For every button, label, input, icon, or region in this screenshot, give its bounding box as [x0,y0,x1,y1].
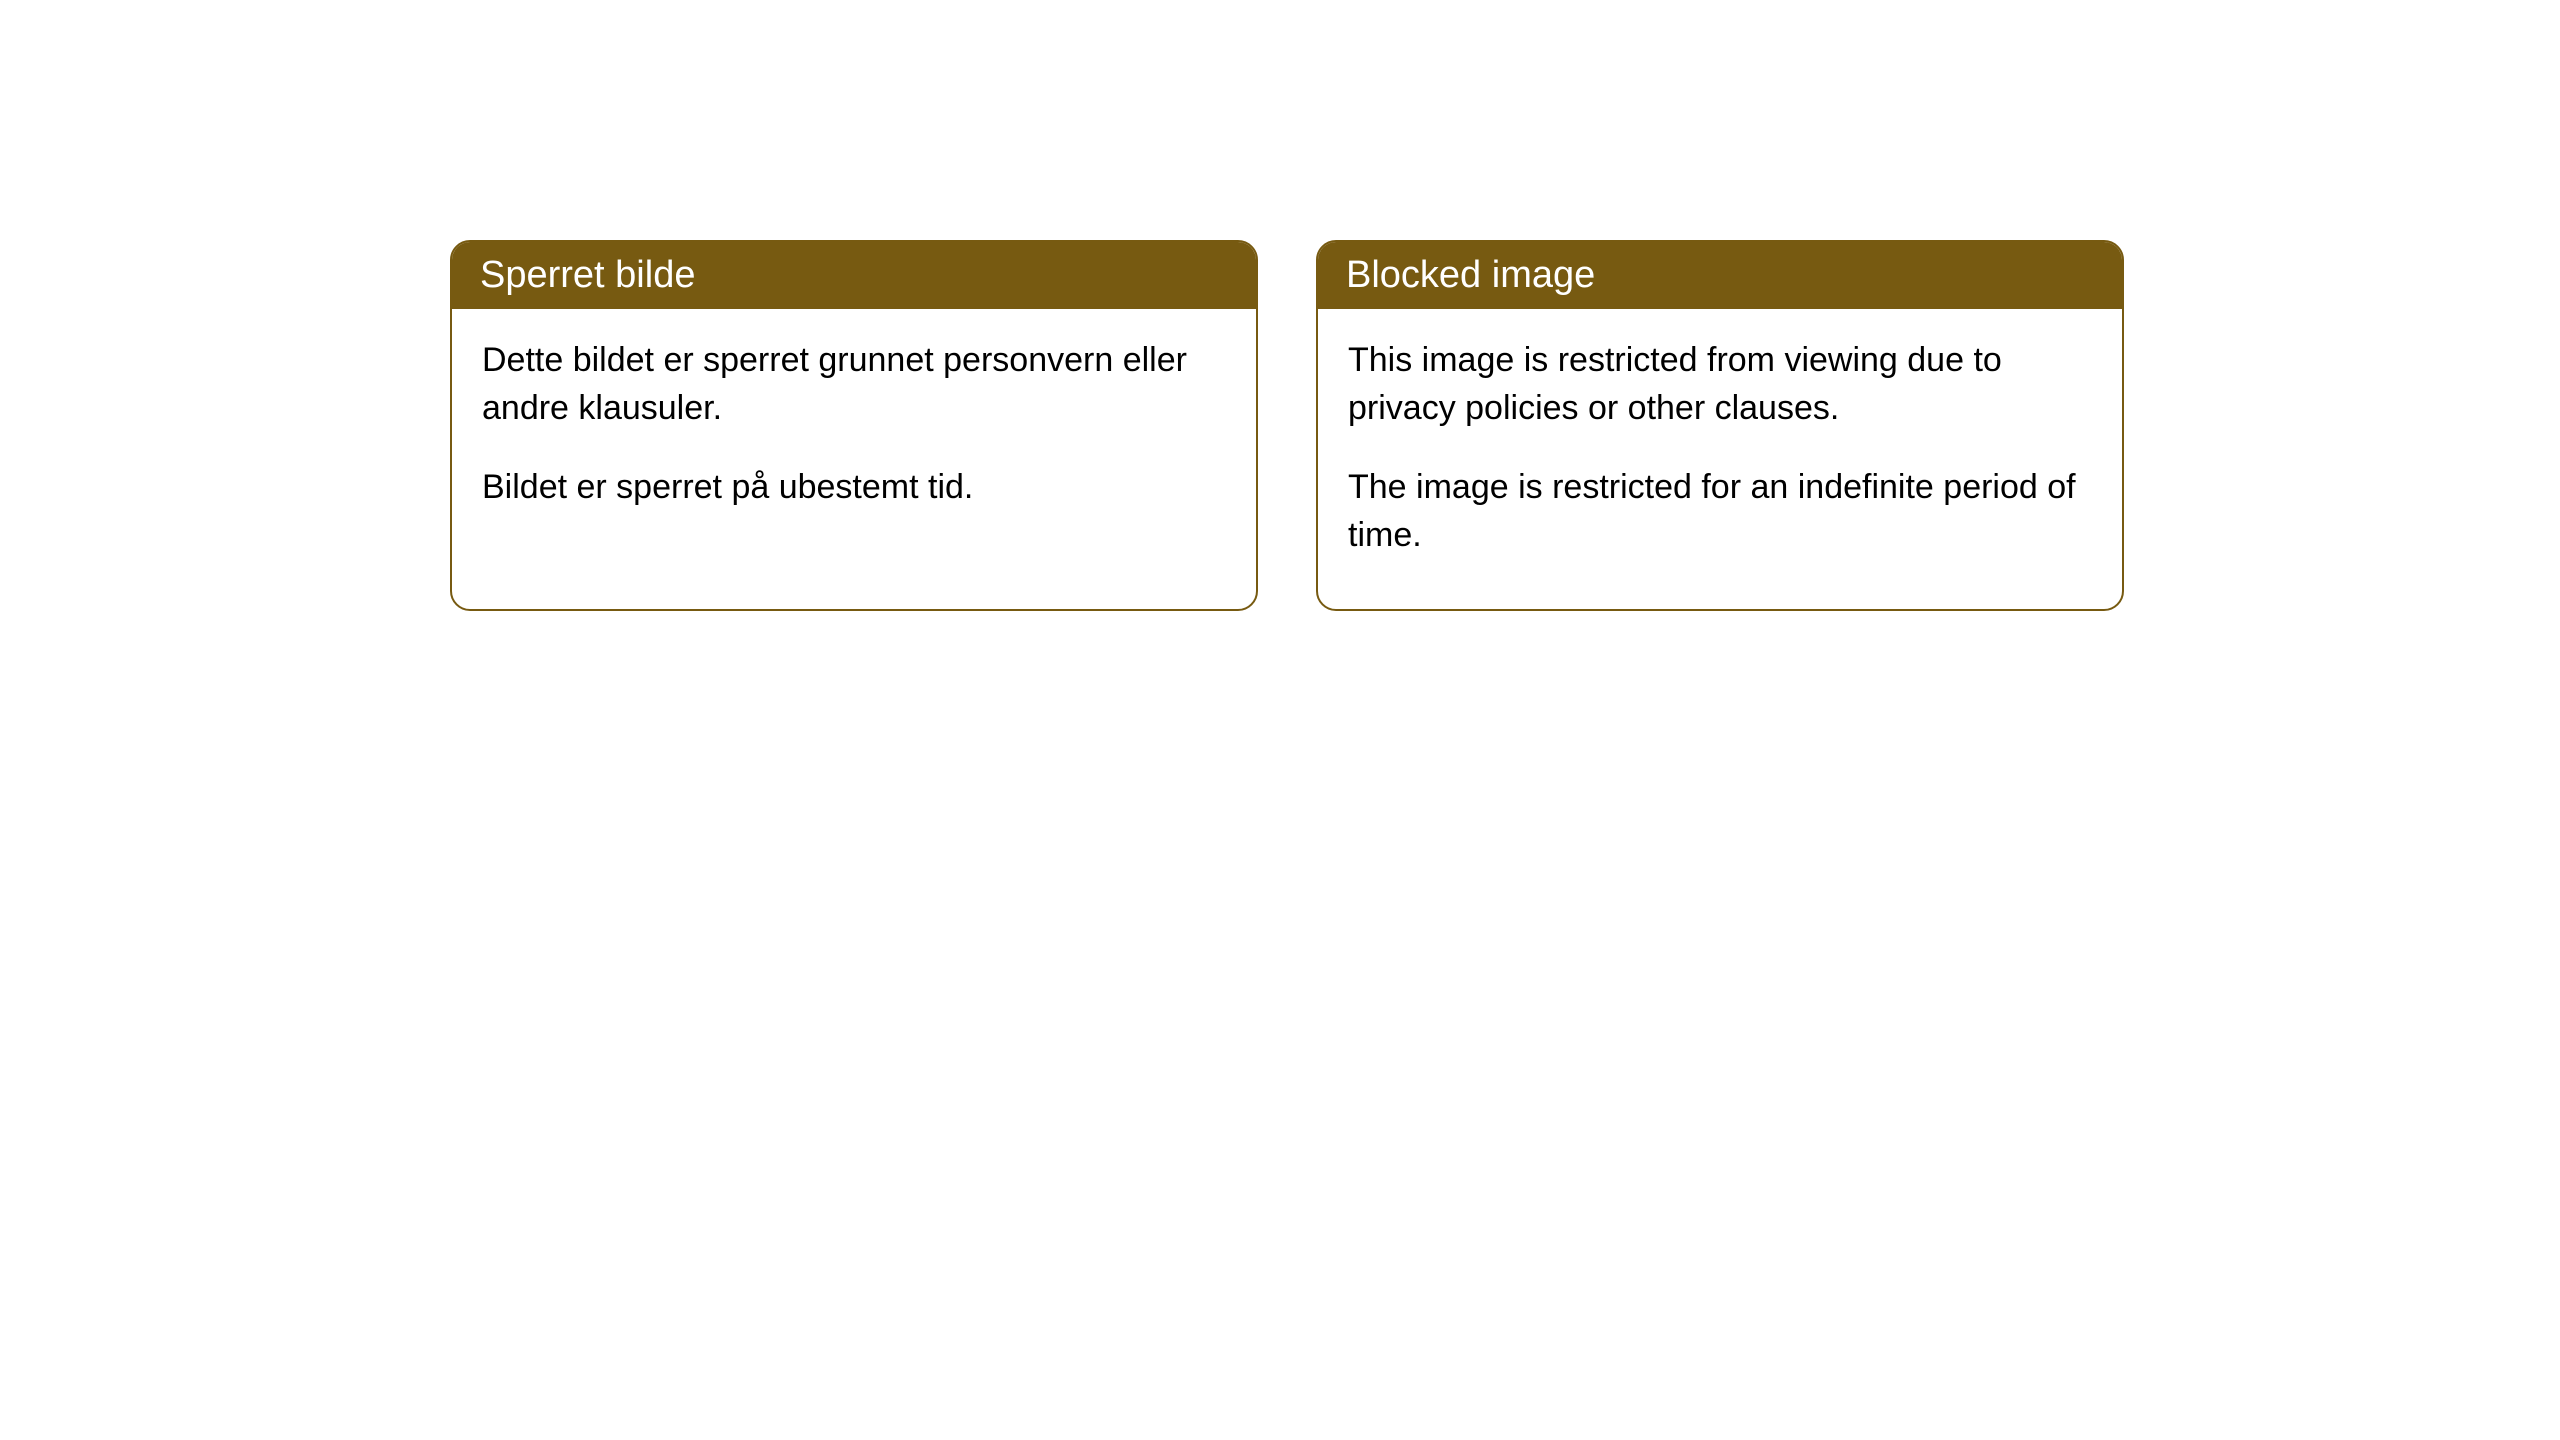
card-title: Blocked image [1346,254,1595,296]
card-paragraph: This image is restricted from viewing du… [1348,337,2092,432]
card-paragraph: The image is restricted for an indefinit… [1348,464,2092,559]
notice-card-english: Blocked image This image is restricted f… [1316,240,2124,611]
card-body: Dette bildet er sperret grunnet personve… [452,309,1256,562]
card-paragraph: Bildet er sperret på ubestemt tid. [482,464,1226,512]
card-header: Blocked image [1318,242,2122,309]
notice-cards-container: Sperret bilde Dette bildet er sperret gr… [450,240,2124,611]
card-title: Sperret bilde [480,254,695,296]
card-header: Sperret bilde [452,242,1256,309]
card-paragraph: Dette bildet er sperret grunnet personve… [482,337,1226,432]
card-body: This image is restricted from viewing du… [1318,309,2122,609]
notice-card-norwegian: Sperret bilde Dette bildet er sperret gr… [450,240,1258,611]
